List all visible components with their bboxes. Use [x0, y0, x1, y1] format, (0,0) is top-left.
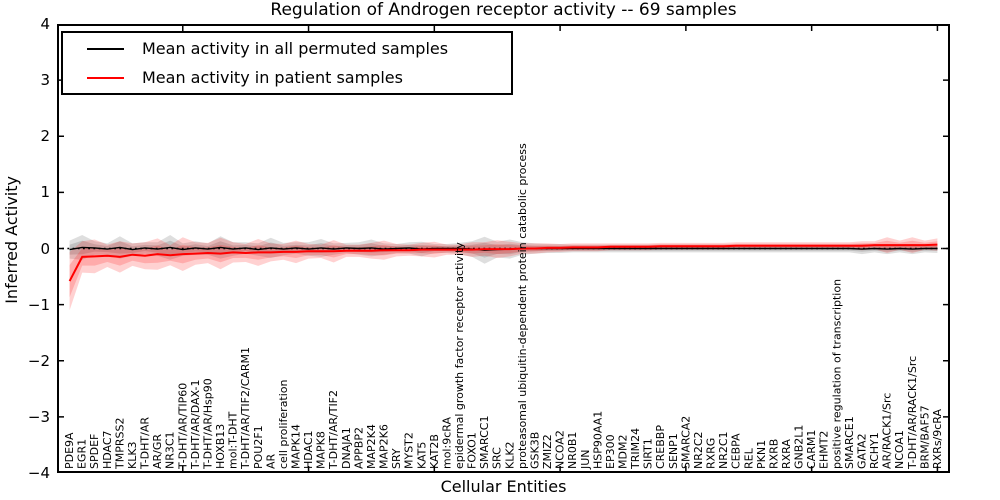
x-tick-label: BRM/BAF57: [918, 405, 931, 469]
legend-label: Mean activity in patient samples: [142, 68, 403, 87]
patient-mean-line: [68, 243, 938, 282]
x-tick-label: T-DHT/AR/TIF2: [327, 390, 340, 470]
x-tick-label: GATA2: [855, 433, 868, 469]
x-tick-label: TMPRSS2: [113, 418, 126, 470]
legend: Mean activity in all permuted samples Me…: [61, 31, 513, 95]
x-tick-label: NCOA1: [893, 430, 906, 469]
x-tick-label: RXRA: [780, 439, 793, 469]
x-tick-label: MAPK14: [289, 424, 302, 469]
x-tick-label: HSP90AA1: [591, 411, 604, 469]
x-tick-label: mol:9cRA: [440, 417, 453, 469]
x-tick-label: MAP2K4: [365, 424, 378, 469]
x-tick-label: AR/GR: [151, 434, 164, 469]
x-tick-label: positive regulation of transcription: [830, 279, 843, 469]
x-tick-label: SPDEF: [88, 434, 101, 469]
x-tick-label: EHMT2: [818, 431, 831, 469]
y-tick-label: 2: [40, 127, 50, 146]
x-tick-label: SMARCA2: [679, 416, 692, 469]
legend-label: Mean activity in all permuted samples: [142, 39, 449, 58]
x-tick-label: RXRB: [767, 439, 780, 469]
x-tick-label: SRY: [390, 448, 403, 469]
x-tick-label: T-DHT/AR/Hsp90: [201, 378, 214, 470]
y-tick-label: 1: [40, 183, 50, 202]
x-tick-label: KLK2: [503, 441, 516, 469]
x-tick-label: MDM2: [617, 435, 630, 469]
y-tick-label: −2: [27, 351, 50, 370]
y-tick-label: −3: [27, 407, 50, 426]
chart-canvas: PDE9A EGR1 SPDEF HDAC7 TMPRSS2 KLK3 T-DHT/AR AR…: [57, 24, 950, 473]
x-tick-label: HOXB13: [214, 424, 227, 469]
x-tick-label: AR/RACK1/Src: [881, 393, 894, 469]
x-tick-label: GNB2L1: [793, 425, 806, 469]
x-tick-label: ZMIZ2: [541, 434, 554, 469]
x-tick-label: epidermal growth factor receptor activit…: [453, 242, 466, 469]
x-tick-label: TRIM24: [629, 428, 642, 470]
x-tick-label: EGR1: [76, 439, 89, 469]
x-tick-label: NR0B1: [566, 432, 579, 469]
x-tick-label: MYST2: [403, 432, 416, 469]
y-tick-label: −4: [27, 464, 50, 482]
x-axis-label: Cellular Entities: [440, 477, 567, 496]
x-tick-label: RCHY1: [868, 432, 881, 469]
x-tick-label: NCOA2: [554, 430, 567, 469]
x-tick-label: FOXO1: [466, 432, 479, 469]
x-tick-label: T-DHT/AR: [139, 417, 152, 470]
x-tick-label: RXRG: [705, 438, 718, 469]
x-tick-label: AR: [264, 453, 277, 469]
x-tick-label: MAPK8: [315, 431, 328, 469]
x-tick-label: CREBBP: [654, 425, 667, 469]
legend-item-patient: Mean activity in patient samples: [63, 64, 511, 91]
x-tick-label: T-DHT/AR/TIP60: [176, 383, 189, 470]
x-tick-label: mol:T-DHT: [227, 411, 240, 469]
x-tick-label: SRC: [491, 447, 504, 469]
x-tick-label: PDE9A: [63, 432, 76, 469]
y-tick-label: −1: [27, 295, 50, 314]
x-tick-label: NR2C1: [717, 431, 730, 469]
x-tick-label: HDAC1: [302, 430, 315, 469]
y-tick-label: 4: [40, 15, 50, 33]
x-tick-label: KAT2B: [428, 434, 441, 469]
x-tick-label: proteasomal ubiquitin-dependent protein …: [516, 143, 529, 469]
x-tick-label: DNAJA1: [340, 427, 353, 469]
x-tick-label: NR3C1: [164, 431, 177, 469]
plot-area: PDE9A EGR1 SPDEF HDAC7 TMPRSS2 KLK3 T-DHT/AR AR…: [57, 24, 950, 473]
x-tick-label: KLK3: [126, 441, 139, 469]
x-tick-label: APPBP2: [352, 427, 365, 469]
x-tick-label: SIRT1: [642, 438, 655, 469]
x-tick-label: NR2C2: [692, 431, 705, 469]
x-tick-label: EP300: [604, 434, 617, 469]
y-tick-label: 3: [40, 71, 50, 90]
x-tick-label: PKN1: [755, 440, 768, 469]
legend-item-permuted: Mean activity in all permuted samples: [63, 35, 511, 62]
patient-line-swatch: [87, 76, 124, 79]
x-tick-label: JUN: [579, 449, 592, 470]
x-tick-label: SMARCC1: [478, 416, 491, 469]
x-tick-label: MAP2K6: [378, 424, 391, 469]
axes-box: [57, 24, 950, 473]
x-tick-label: T-DHT/AR/RACK1/Src: [906, 356, 919, 470]
x-tick-label: RXRs/9cRA: [931, 408, 944, 469]
x-tick-label: HDAC7: [101, 430, 114, 469]
x-tick-label: SMARCE1: [843, 416, 856, 469]
x-tick-label: KAT5: [415, 442, 428, 469]
y-tick-label: 0: [40, 239, 50, 258]
x-tick-label: GSK3B: [528, 432, 541, 469]
permuted-line-swatch: [87, 47, 124, 50]
series-band-outer: [69, 237, 938, 311]
x-tick-label: POU2F1: [252, 425, 265, 469]
x-tick-label: CEBPA: [730, 433, 743, 469]
x-tick-label: CARM1: [805, 430, 818, 469]
x-tick-label: T-DHT/AR/TIF2/CARM1: [239, 347, 252, 470]
x-tick-label: REL: [742, 447, 755, 469]
series-band-inner: [69, 240, 938, 298]
chart-title: Regulation of Androgen receptor activity…: [270, 0, 737, 20]
x-tick-label: SENP1: [667, 433, 680, 469]
x-tick-label: cell proliferation: [277, 379, 290, 469]
x-tick-label: T-DHT/AR/DAX-1: [189, 380, 202, 470]
